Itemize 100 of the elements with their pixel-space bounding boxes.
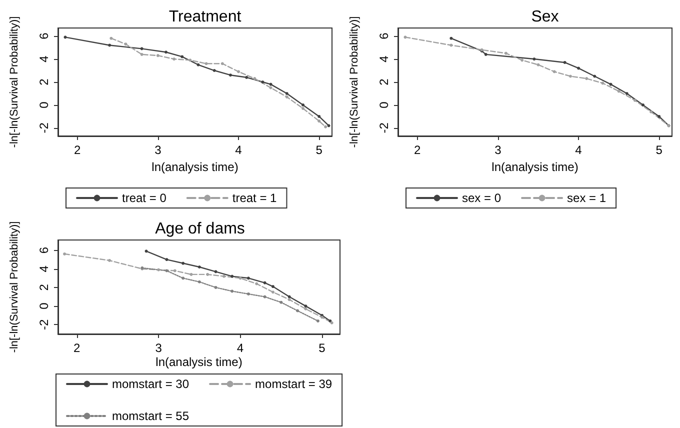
point: [188, 58, 192, 62]
point: [552, 70, 556, 74]
point: [212, 69, 216, 72]
y-tick-label: 0: [37, 302, 51, 310]
y-tick-label: 4: [37, 265, 51, 272]
point: [617, 90, 620, 93]
point: [124, 42, 128, 46]
x-tick-label: 2: [414, 143, 421, 157]
y-tick-label: 6: [37, 246, 51, 254]
legend-label: sex = 1: [567, 191, 606, 205]
point: [164, 50, 168, 54]
point: [220, 62, 224, 66]
point: [206, 272, 210, 276]
point: [110, 36, 113, 40]
point: [263, 295, 266, 298]
point: [450, 36, 453, 40]
line-series: [450, 36, 670, 128]
point: [585, 77, 588, 80]
y-tick-label: -2: [37, 122, 51, 134]
point: [196, 63, 200, 66]
point: [156, 54, 160, 58]
point: [650, 110, 653, 114]
point: [238, 276, 242, 280]
y-tick-label: 2: [37, 284, 51, 291]
point: [609, 82, 612, 86]
y-tick-label: 0: [377, 101, 391, 108]
y-tick-label: 6: [37, 32, 51, 40]
x-tick-label: 5: [316, 143, 323, 157]
point: [318, 120, 321, 123]
point: [165, 269, 168, 272]
point: [144, 250, 148, 253]
point: [230, 274, 234, 278]
point: [190, 272, 193, 276]
y-tick-label: 6: [377, 32, 391, 40]
y-tick-label: 0: [37, 101, 51, 108]
point: [304, 307, 308, 310]
chart-title: Age of dams: [155, 220, 245, 238]
point: [536, 63, 540, 66]
point: [316, 319, 320, 322]
line-series: [64, 36, 330, 128]
point: [253, 77, 256, 80]
chart-title: Sex: [531, 8, 559, 26]
y-tick-label: 4: [37, 55, 51, 62]
point: [182, 262, 185, 265]
x-tick-label: 3: [155, 341, 162, 355]
point: [318, 114, 321, 118]
point: [327, 124, 330, 128]
point: [214, 286, 218, 289]
point: [271, 290, 274, 294]
point: [222, 274, 226, 278]
point: [140, 52, 144, 56]
x-axis-title: ln(analysis time): [156, 355, 242, 369]
point: [140, 47, 144, 50]
point: [228, 74, 232, 77]
point: [261, 80, 264, 84]
point: [504, 52, 508, 55]
x-tick-label: 5: [656, 143, 663, 157]
point: [633, 98, 636, 102]
y-tick-label: -2: [37, 319, 51, 330]
chart-title: Treatment: [168, 8, 242, 26]
point: [237, 70, 240, 74]
y-axis-title: -ln[-ln(Survival Probability)]: [8, 16, 20, 148]
point: [288, 298, 291, 302]
x-tick-label: 4: [575, 143, 582, 157]
point: [577, 66, 580, 70]
point: [157, 268, 160, 272]
point: [165, 258, 168, 262]
x-tick-label: 4: [236, 341, 244, 355]
point: [198, 280, 201, 284]
x-tick-label: 2: [74, 143, 81, 157]
line-series: [110, 36, 328, 128]
point: [301, 106, 304, 110]
point: [285, 92, 288, 95]
legend-label: treat = 0: [122, 191, 167, 205]
point: [285, 95, 288, 98]
point: [304, 304, 308, 308]
point: [245, 76, 248, 79]
point: [520, 58, 524, 62]
point: [450, 44, 453, 47]
point: [173, 269, 176, 272]
point: [214, 270, 218, 274]
point: [484, 52, 488, 56]
y-tick-label: 2: [377, 78, 391, 86]
y-tick-label: 2: [37, 78, 51, 86]
legend-label: momstart = 39: [255, 377, 332, 391]
x-axis-title: ln(analysis time): [152, 160, 238, 174]
line-series: [404, 36, 670, 128]
y-axis-title: -ln[-ln(Survival Probability)]: [8, 221, 20, 353]
point: [263, 281, 266, 284]
legend-label: momstart = 30: [112, 377, 190, 391]
line-series: [140, 266, 320, 322]
x-tick-label: 5: [318, 341, 326, 355]
point: [204, 62, 208, 66]
point: [296, 309, 299, 312]
point: [230, 290, 234, 293]
x-axis-title: ln(analysis time): [492, 160, 578, 174]
x-tick-label: 2: [73, 341, 80, 355]
point: [280, 300, 283, 304]
point: [658, 114, 661, 118]
point: [269, 86, 272, 90]
